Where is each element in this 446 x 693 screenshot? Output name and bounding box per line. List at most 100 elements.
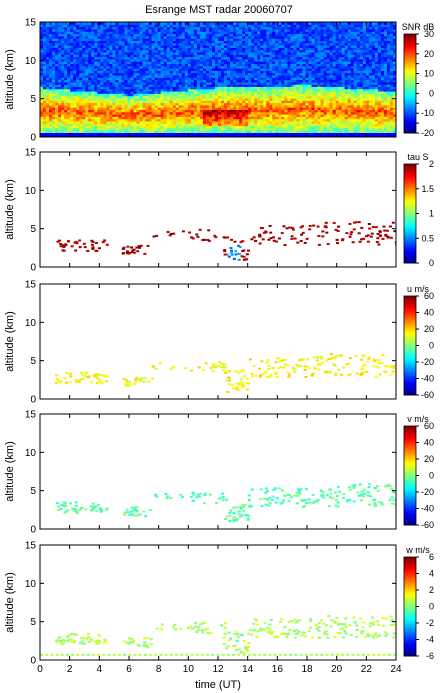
snr-cell: [230, 22, 234, 25]
snr-cell: [52, 107, 56, 110]
snr-cell: [296, 51, 301, 55]
snr-cell: [302, 63, 307, 67]
snr-cell: [329, 72, 334, 76]
snr-cell: [187, 56, 192, 60]
snr-cell: [260, 114, 264, 117]
snr-cell: [335, 88, 340, 92]
snr-cell: [227, 97, 231, 101]
snr-cell: [251, 63, 255, 67]
snr-cell: [76, 61, 80, 64]
snr-cell: [70, 100, 74, 104]
snr-cell: [221, 118, 225, 122]
snr-cell: [266, 70, 270, 74]
snr-cell: [142, 125, 147, 129]
snr-cell: [224, 120, 228, 124]
snr-cell: [49, 118, 53, 122]
snr-cell: [67, 125, 71, 129]
snr-cell: [145, 114, 150, 117]
snr-cell: [97, 111, 101, 115]
snr-cell: [103, 100, 107, 104]
snr-cell: [145, 33, 150, 37]
snr-cell: [142, 81, 147, 85]
snr-cell: [76, 49, 80, 53]
snr-cell: [326, 132, 331, 136]
snr-cell: [160, 72, 165, 76]
snr-cell: [211, 91, 216, 94]
snr-cell: [242, 33, 246, 37]
snr-cell: [61, 70, 65, 74]
snr-cell: [329, 93, 334, 97]
snr-cell: [284, 104, 288, 108]
snr-cell: [302, 40, 307, 44]
snr-cell: [130, 88, 135, 92]
snr-cell: [85, 125, 89, 129]
snr-cell: [184, 42, 189, 46]
snr-cell: [70, 114, 74, 117]
snr-cell: [175, 22, 180, 25]
snr-cell: [163, 63, 168, 67]
snr-cell: [233, 45, 237, 48]
snr-cell: [208, 49, 213, 53]
snr-cell: [308, 26, 313, 30]
snr-cell: [218, 134, 222, 137]
snr-cell: [181, 65, 186, 69]
snr-cell: [148, 22, 153, 25]
snr-cell: [278, 104, 282, 108]
snr-cell: [242, 86, 246, 90]
snr-cell: [275, 49, 279, 53]
snr-cell: [163, 65, 168, 69]
snr-cell: [296, 58, 301, 62]
snr-cell: [160, 70, 165, 74]
snr-cell: [281, 120, 285, 124]
snr-cell: [157, 72, 162, 76]
snr-cell: [157, 102, 162, 106]
snr-cell: [166, 42, 171, 46]
snr-cell: [178, 84, 183, 87]
snr-cell: [61, 40, 65, 44]
snr-cell: [248, 72, 252, 76]
snr-cell: [52, 22, 56, 25]
snr-cell: [115, 45, 120, 48]
snr-cell: [148, 132, 153, 136]
snr-cell: [175, 61, 180, 64]
snr-cell: [40, 93, 44, 97]
snr-cell: [269, 51, 273, 55]
snr-cell: [136, 31, 141, 35]
snr-cell: [106, 24, 110, 28]
snr-cell: [196, 45, 201, 48]
snr-cell: [70, 63, 74, 67]
snr-cell: [145, 22, 150, 25]
snr-cell: [178, 28, 183, 32]
snr-cell: [127, 58, 132, 62]
snr-cell: [154, 38, 159, 41]
snr-cell: [211, 120, 216, 124]
snr-cell: [154, 54, 159, 58]
snr-cell: [299, 125, 304, 129]
snr-cell: [67, 42, 71, 46]
snr-cell: [49, 49, 53, 53]
snr-cell: [40, 86, 44, 90]
snr-cell: [184, 28, 189, 32]
snr-cell: [49, 109, 53, 113]
snr-cell: [218, 127, 222, 131]
snr-cell: [91, 114, 95, 117]
snr-cell: [166, 77, 171, 81]
snr-cell: [82, 123, 86, 127]
snr-cell: [208, 116, 213, 120]
snr-cell: [52, 74, 56, 78]
snr-cell: [106, 132, 110, 136]
snr-cell: [202, 68, 207, 71]
snr-cell: [40, 45, 44, 48]
snr-cell: [106, 38, 110, 41]
snr-cell: [323, 40, 328, 44]
snr-cell: [124, 116, 129, 120]
snr-cell: [139, 88, 144, 92]
snr-cell: [127, 40, 132, 44]
snr-cell: [91, 28, 95, 32]
snr-cell: [193, 33, 198, 37]
snr-cell: [109, 111, 114, 115]
snr-cell: [275, 102, 279, 106]
snr-cell: [61, 120, 65, 124]
snr-cell: [52, 33, 56, 37]
snr-cell: [94, 123, 98, 127]
